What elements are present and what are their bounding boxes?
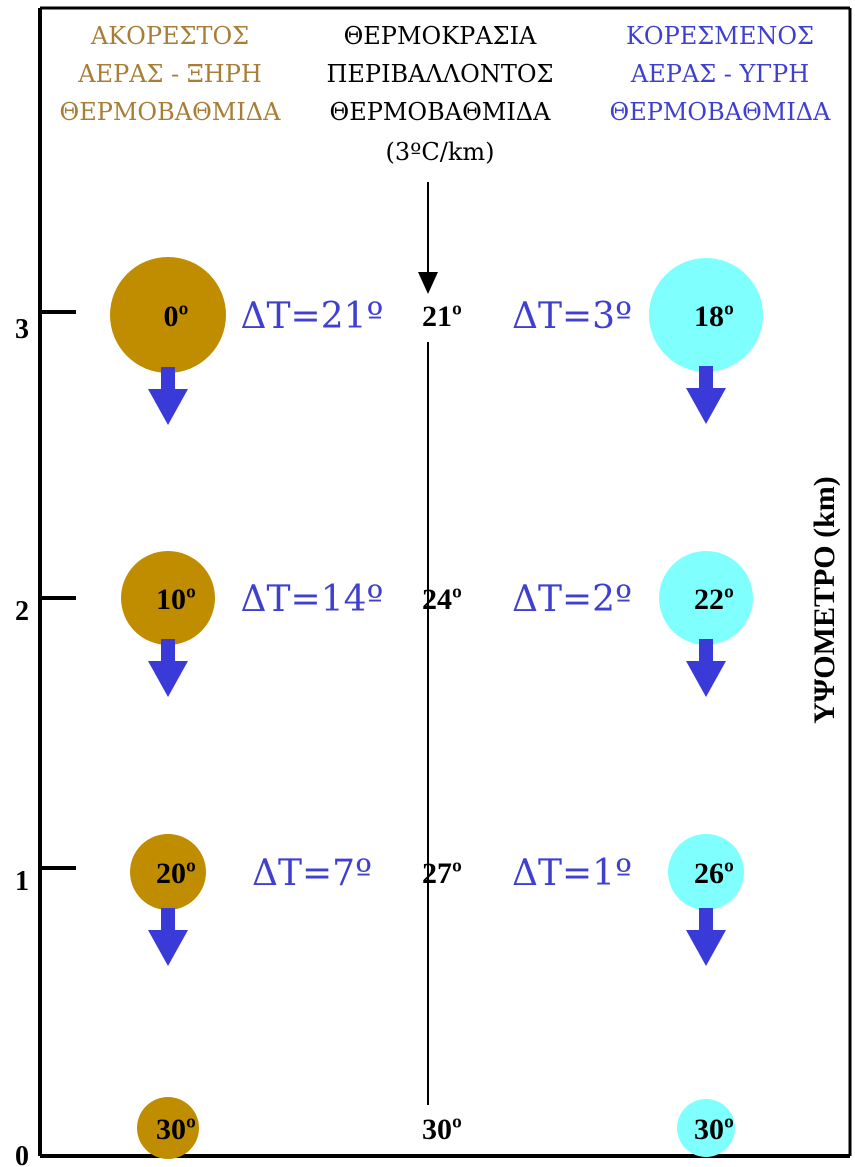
header-wet-line-1: ΚΟΡΕΣΜΕΝΟΣ [626, 22, 814, 50]
axis-tick-label-3: 3 [15, 314, 29, 345]
dry-parcel-temp-0km: 30º [156, 1113, 196, 1146]
header-env-line-3: ΘΕΡΜΟΒΑΘΜΙΔΑ [330, 98, 552, 126]
wet-descent-arrow-2km [686, 639, 726, 697]
header-env-line-1: ΘΕΡΜΟΚΡΑΣΙΑ [344, 22, 537, 50]
delta-wet-3km: ΔT=3º [512, 296, 632, 337]
header-wet-line-2: ΑΕΡΑΣ - ΥΓΡΗ [630, 60, 809, 88]
axis-tick-label-1: 1 [15, 866, 29, 897]
wet-descent-arrow-3km [686, 366, 726, 424]
header-wet-line-3: ΘΕΡΜΟΒΑΘΜΙΔΑ [610, 98, 832, 126]
axis-tick-label-2: 2 [15, 596, 29, 627]
axis-tick-label-0: 0 [15, 1141, 29, 1167]
dry-parcel-temp-3km: 0º [164, 300, 189, 333]
delta-dry-2km: ΔT=14º [241, 579, 384, 620]
level-rows: 0º 18º 21º ΔT=21º ΔT=3º 10º 22º 24º ΔT=14º ΔT=2º 2… [110, 257, 763, 1159]
env-temp-0km: 30º [422, 1113, 462, 1146]
delta-wet-2km: ΔT=2º [512, 579, 632, 620]
dry-parcel-bubble-0km [137, 1097, 199, 1159]
header-dry-line-2: ΑΕΡΑΣ - ΞΗΡΗ [77, 60, 262, 88]
axis-ticks: 0 1 2 3 [15, 310, 76, 1167]
env-lapse-arrow-head [418, 272, 438, 294]
header-dry-line-1: ΑΚΟΡΕΣΤΟΣ [90, 22, 249, 50]
wet-descent-arrow-1km [686, 908, 726, 966]
wet-parcel-bubble-1km [668, 834, 744, 910]
wet-parcel-bubble-3km [649, 258, 763, 372]
dry-parcel-bubble-2km [121, 551, 215, 645]
env-temp-1km: 27º [422, 857, 462, 890]
wet-parcel-temp-2km: 22º [694, 583, 734, 616]
dry-descent-arrow-3km [148, 367, 188, 425]
header-env-lapse-rate: (3ºC/km) [385, 138, 494, 166]
dry-descent-arrow-1km [148, 908, 188, 966]
dry-parcel-bubble-3km [110, 257, 226, 373]
delta-dry-3km: ΔT=21º [241, 296, 384, 337]
header-env-line-2: ΠΕΡΙΒΑΛΛΟΝΤΟΣ [326, 60, 553, 88]
dry-parcel-temp-1km: 20º [156, 857, 196, 890]
delta-dry-1km: ΔT=7º [252, 853, 372, 894]
dry-parcel-temp-2km: 10º [156, 583, 196, 616]
dry-parcel-bubble-1km [130, 834, 206, 910]
wet-parcel-bubble-2km [659, 551, 753, 645]
wet-parcel-temp-1km: 26º [694, 857, 734, 890]
env-temp-3km: 21º [422, 300, 462, 333]
wet-parcel-bubble-0km [677, 1099, 735, 1157]
axis-title: ΥΨΟΜΕΤΡΟ (km) [808, 476, 841, 724]
wet-parcel-temp-0km: 30º [694, 1113, 734, 1146]
dry-descent-arrow-2km [148, 639, 188, 697]
wet-parcel-temp-3km: 18º [694, 300, 734, 333]
delta-wet-1km: ΔT=1º [512, 853, 632, 894]
env-temp-2km: 24º [422, 583, 462, 616]
header-dry-line-3: ΘΕΡΜΟΒΑΘΜΙΔΑ [60, 98, 282, 126]
